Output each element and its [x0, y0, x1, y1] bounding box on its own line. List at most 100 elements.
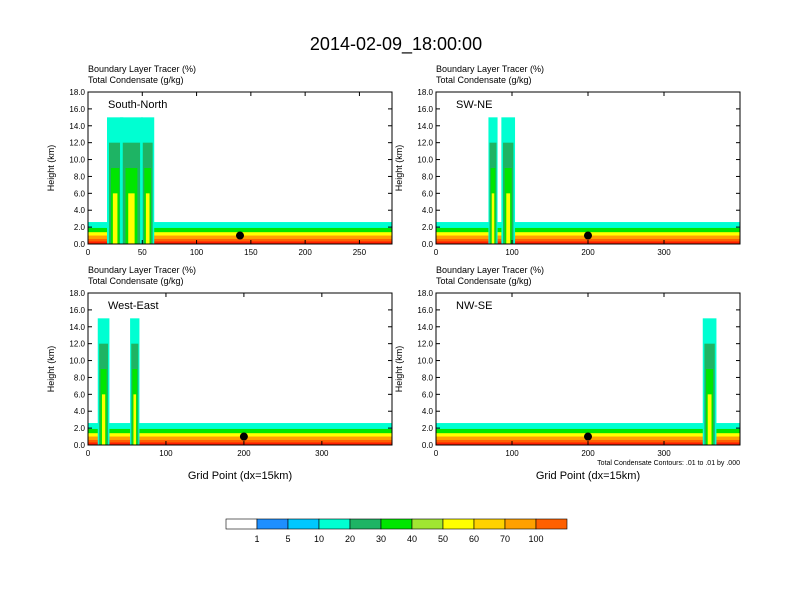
xtick-label: 300 — [657, 449, 671, 458]
plume — [145, 193, 150, 244]
ytick-label: 14.0 — [69, 323, 85, 332]
xtick-label: 0 — [86, 248, 91, 257]
ytick-label: 8.0 — [74, 172, 86, 181]
plot-frame — [435, 91, 741, 245]
tracer-field — [88, 318, 392, 445]
ytick-label: 10.0 — [417, 156, 433, 165]
xtick-label: 250 — [353, 248, 367, 257]
ytick-label: 0.0 — [422, 441, 434, 450]
ytick-label: 6.0 — [422, 390, 434, 399]
y-axis-label: Height (km) — [394, 346, 404, 393]
cross-section-name: NW-SE — [456, 300, 492, 312]
ytick-label: 6.0 — [74, 189, 86, 198]
ytick-label: 18.0 — [69, 88, 85, 97]
panel-title-condensate: Total Condensate (g/kg) — [436, 276, 532, 286]
panel-title-tracer: Boundary Layer Tracer (%) — [436, 265, 544, 275]
plume — [101, 394, 106, 445]
colorbar-swatch — [442, 518, 475, 530]
xtick-label: 0 — [434, 248, 439, 257]
ytick-label: 4.0 — [74, 206, 86, 215]
tracer-band — [88, 442, 392, 445]
cross-section-name: South-North — [108, 99, 167, 111]
cross-section-name: West-East — [108, 300, 159, 312]
ytick-label: 18.0 — [417, 88, 433, 97]
y-axis-label: Height (km) — [394, 145, 404, 192]
colorbar-label: 60 — [469, 534, 479, 544]
colorbar-label: 50 — [438, 534, 448, 544]
panel-title-tracer: Boundary Layer Tracer (%) — [88, 265, 196, 275]
panel-title-condensate: Total Condensate (g/kg) — [436, 75, 532, 85]
xtick-label: 200 — [237, 449, 251, 458]
colorbar: 1 5 10 20 30 40 50 60 70 100 — [225, 518, 568, 544]
panels: 0.0 2.0 4.0 6.0 8.0 10.0 12.0 14.0 16.0 18.0 0 50 10… — [46, 64, 741, 482]
panel-title-condensate: Total Condensate (g/kg) — [88, 75, 184, 85]
xtick-label: 200 — [581, 449, 595, 458]
ytick-label: 16.0 — [69, 306, 85, 315]
plume — [707, 394, 712, 445]
ytick-label: 0.0 — [422, 240, 434, 249]
plot-frame — [87, 292, 393, 446]
xtick-label: 300 — [657, 248, 671, 257]
ytick-label: 8.0 — [422, 172, 434, 181]
colorbar-swatch — [256, 518, 289, 530]
xtick-label: 100 — [159, 449, 173, 458]
panel-sw-ne: 0.0 2.0 4.0 6.0 8.0 10.0 12.0 14.0 16.0 18.0 0 100 2… — [394, 64, 741, 257]
ytick-label: 0.0 — [74, 240, 86, 249]
location-marker — [236, 231, 244, 240]
y-axis-label: Height (km) — [46, 145, 56, 192]
colorbar-label: 40 — [407, 534, 417, 544]
xtick-label: 0 — [86, 449, 91, 458]
colorbar-swatch — [411, 518, 444, 530]
plume — [491, 193, 495, 244]
colorbar-label: 1 — [254, 534, 259, 544]
x-axis-label: Grid Point (dx=15km) — [188, 470, 292, 482]
ytick-label: 16.0 — [69, 105, 85, 114]
tracer-field — [88, 117, 392, 244]
ytick-label: 8.0 — [422, 373, 434, 382]
xtick-label: 100 — [505, 449, 519, 458]
ytick-label: 4.0 — [422, 407, 434, 416]
xtick-label: 100 — [190, 248, 204, 257]
ytick-label: 12.0 — [69, 139, 85, 148]
plot-frame — [435, 292, 741, 446]
panel-title-tracer: Boundary Layer Tracer (%) — [436, 64, 544, 74]
ytick-label: 6.0 — [74, 390, 86, 399]
ytick-label: 6.0 — [422, 189, 434, 198]
ytick-label: 2.0 — [422, 223, 434, 232]
ytick-label: 10.0 — [417, 357, 433, 366]
ytick-label: 12.0 — [417, 139, 433, 148]
ytick-label: 10.0 — [69, 357, 85, 366]
ytick-label: 18.0 — [69, 289, 85, 298]
plot-frame — [87, 91, 393, 245]
colorbar-label: 5 — [285, 534, 290, 544]
ytick-label: 4.0 — [422, 206, 434, 215]
colorbar-label: 100 — [528, 534, 543, 544]
colorbar-label: 10 — [314, 534, 324, 544]
xtick-label: 0 — [434, 449, 439, 458]
colorbar-swatch — [504, 518, 537, 530]
plume — [112, 193, 118, 244]
ytick-label: 4.0 — [74, 407, 86, 416]
location-marker — [584, 432, 592, 441]
ytick-label: 12.0 — [417, 340, 433, 349]
x-axis-label: Grid Point (dx=15km) — [536, 470, 640, 482]
ytick-label: 14.0 — [417, 122, 433, 131]
colorbar-label: 20 — [345, 534, 355, 544]
panel-title-tracer: Boundary Layer Tracer (%) — [88, 64, 196, 74]
panel-west-east: 0.0 2.0 4.0 6.0 8.0 10.0 12.0 14.0 16.0 18.0 0 100 2… — [46, 265, 393, 482]
plume — [133, 394, 137, 445]
colorbar-swatch — [473, 518, 506, 530]
ytick-label: 14.0 — [69, 122, 85, 131]
colorbar-swatch — [318, 518, 351, 530]
xtick-label: 300 — [315, 449, 329, 458]
ytick-label: 8.0 — [74, 373, 86, 382]
colorbar-label: 70 — [500, 534, 510, 544]
ytick-label: 16.0 — [417, 105, 433, 114]
xtick-label: 150 — [244, 248, 258, 257]
xtick-label: 50 — [138, 248, 147, 257]
ytick-label: 10.0 — [69, 156, 85, 165]
figure-title: 2014-02-09_18:00:00 — [310, 34, 482, 55]
tracer-band — [88, 241, 392, 244]
ytick-label: 0.0 — [74, 441, 86, 450]
panel-title-condensate: Total Condensate (g/kg) — [88, 276, 184, 286]
